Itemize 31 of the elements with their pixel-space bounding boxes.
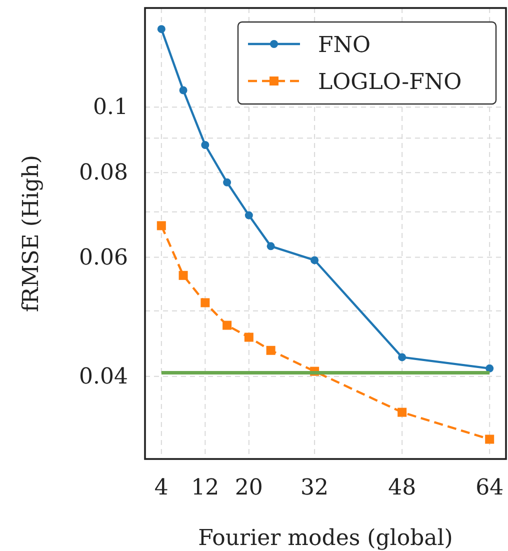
legend-label: LOGLO-FNO xyxy=(318,70,462,95)
point xyxy=(266,346,276,355)
x-tick-label: 48 xyxy=(388,476,416,501)
x-axis-title: Fourier modes (global) xyxy=(198,526,453,551)
y-axis-title: fRMSE (High) xyxy=(19,155,44,312)
point xyxy=(179,86,188,94)
point xyxy=(178,270,188,280)
point xyxy=(398,408,407,417)
x-tick-label: 4 xyxy=(154,476,168,501)
point xyxy=(156,221,166,230)
point xyxy=(398,353,406,362)
y-tick-label: 0.06 xyxy=(79,245,128,270)
x-tick-label: 12 xyxy=(191,476,220,501)
point xyxy=(223,178,232,186)
y-tick-label: 0.04 xyxy=(79,364,128,390)
point xyxy=(310,256,319,264)
point xyxy=(266,242,275,250)
y-tick-label: 0.08 xyxy=(79,160,128,186)
point xyxy=(485,434,494,444)
point xyxy=(200,298,210,308)
point xyxy=(201,141,210,150)
x-tick-label: 20 xyxy=(234,476,263,501)
point xyxy=(486,364,494,372)
legend-label: FNO xyxy=(318,33,371,58)
y-tick-label: 0.1 xyxy=(93,95,128,120)
point xyxy=(157,25,166,34)
point xyxy=(222,320,232,330)
x-tick-label: 64 xyxy=(476,476,504,501)
point xyxy=(244,211,253,220)
x-tick-label: 32 xyxy=(300,476,329,501)
point xyxy=(244,332,254,342)
